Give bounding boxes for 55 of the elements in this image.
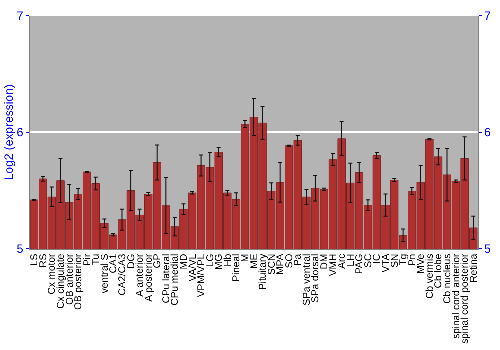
x-tick-label: Pir <box>82 253 94 266</box>
x-tick-label: MPA <box>276 254 287 275</box>
x-tick-label: Pineal <box>232 254 243 282</box>
y-tick-label: 7 <box>16 9 24 24</box>
x-tick-label: SCN <box>266 254 278 276</box>
y2-tick-label: 6 <box>484 126 492 140</box>
x-tick-label: Hb <box>222 254 234 267</box>
x-tick-label: Retina <box>468 254 480 283</box>
x-tick-label: Cb lobe <box>434 254 445 288</box>
x-tick-label: PAG <box>354 254 366 274</box>
x-tick-label: Pn <box>407 254 418 266</box>
x-tick-label: DG <box>126 254 138 269</box>
x-tick-label: SPa dorsal <box>310 254 322 303</box>
x-tick-label: CPu medial <box>170 254 182 306</box>
x-tick-label: OB anterior <box>64 253 76 306</box>
y-tick-label: 6 <box>16 126 24 140</box>
y-axis-title: Log2 (expression) <box>2 84 16 181</box>
x-tick-label: MD <box>178 254 190 270</box>
x-tick-label: SPa ventral <box>302 254 313 306</box>
x-tick-label: Tu <box>91 254 102 266</box>
x-tick-label: OB posterior <box>74 253 85 310</box>
x-tick-label: A posterior <box>144 253 155 302</box>
x-tick-label: VPM/VPL <box>196 254 208 298</box>
x-tick-label: LS <box>30 254 41 266</box>
y2-tick-label: 5 <box>484 242 492 256</box>
x-tick-label: ventral S <box>100 254 111 294</box>
x-tick-label: spinal cord anterior <box>451 253 462 340</box>
x-tick-label: Cx cingulate <box>56 254 67 310</box>
x-tick-label: A anterior <box>135 253 146 297</box>
x-tick-label: Cb vermis <box>424 254 436 300</box>
x-tick-label: CA1 <box>108 254 120 274</box>
x-tick-label: LH <box>346 254 357 267</box>
x-tick-label: Cb nucleus <box>442 254 454 304</box>
x-tick-label: Tg <box>398 254 410 266</box>
x-tick-label: M <box>240 254 252 262</box>
x-tick-label: VTA <box>381 254 392 273</box>
x-tick-label: IC <box>372 254 384 264</box>
x-tick-label: LG <box>205 254 216 268</box>
x-tick-label: SO <box>284 254 296 268</box>
x-tick-label: RS <box>38 254 50 268</box>
x-tick-label: ME <box>249 254 260 269</box>
x-tick-label: DM <box>320 254 331 270</box>
x-tick-label: CPu lateral <box>161 254 172 304</box>
x-tick-label: Pituitary <box>258 254 270 290</box>
y-tick-label: 5 <box>16 242 24 256</box>
x-tick-label: Arc <box>337 254 348 269</box>
x-tick-label: spinal cord posterior <box>460 253 472 344</box>
x-tick-label: MVe <box>416 254 428 274</box>
x-tick-label: GP <box>152 254 164 268</box>
x-tick-label: SN <box>390 254 401 268</box>
x-tick-label: VMH <box>328 254 340 276</box>
y2-tick-label: 7 <box>484 9 492 24</box>
x-tick-label: SC <box>363 254 374 268</box>
x-tick-label: CA2/CA3 <box>117 254 128 296</box>
x-tick-label: Pa <box>293 254 304 266</box>
